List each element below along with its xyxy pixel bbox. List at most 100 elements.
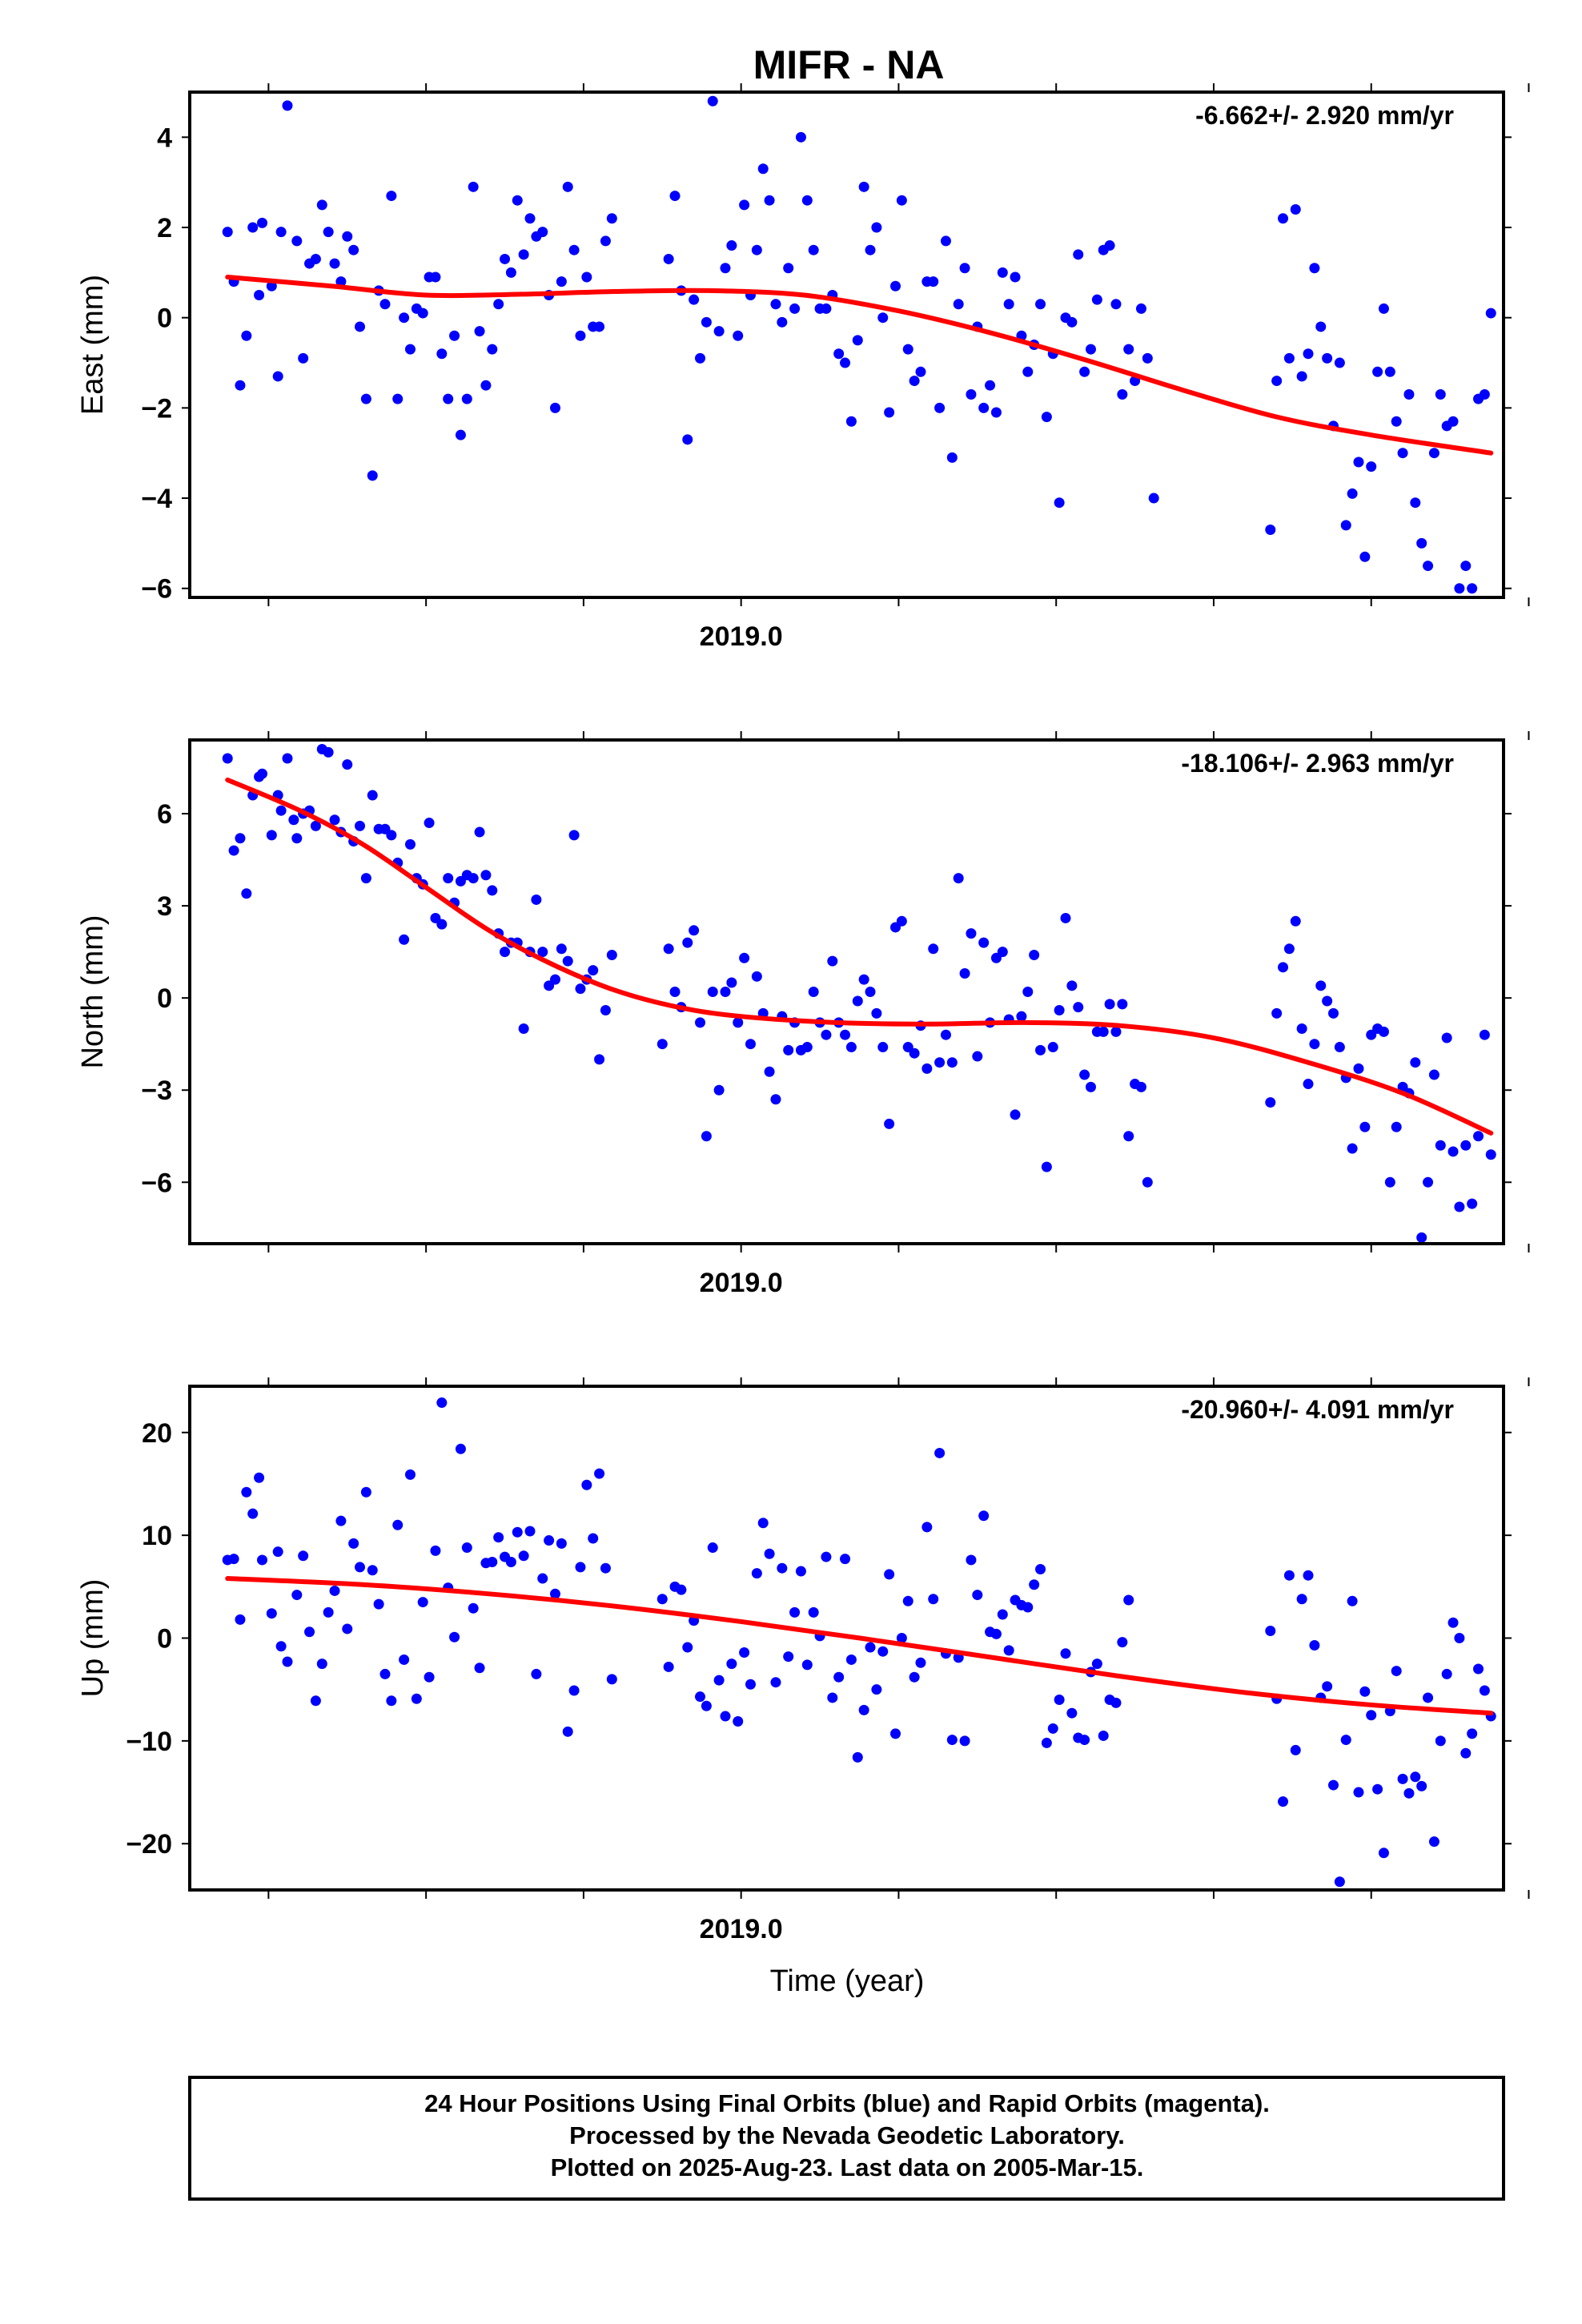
data-point — [865, 244, 876, 255]
data-point — [959, 1735, 970, 1747]
data-point — [840, 1029, 851, 1040]
data-point — [1378, 1848, 1389, 1859]
data-point — [808, 244, 819, 255]
data-point — [713, 1084, 725, 1096]
data-point — [310, 820, 321, 831]
data-point — [323, 227, 334, 238]
data-point — [399, 934, 410, 945]
data-point — [1435, 1140, 1446, 1151]
data-point — [531, 894, 542, 905]
data-point — [537, 227, 548, 238]
data-point — [695, 1691, 706, 1703]
data-point — [411, 1693, 422, 1704]
data-point — [1117, 1637, 1128, 1648]
data-point — [247, 222, 259, 233]
data-point — [360, 393, 371, 404]
data-point — [241, 1486, 252, 1498]
data-point — [1340, 520, 1351, 531]
data-point — [1091, 1659, 1102, 1670]
data-layer — [222, 95, 1496, 594]
data-point — [1079, 1735, 1090, 1746]
data-point — [1467, 583, 1478, 594]
data-point — [1278, 962, 1289, 973]
data-point — [600, 1005, 611, 1016]
data-point — [1085, 344, 1096, 355]
data-point — [1485, 308, 1496, 319]
data-point — [386, 191, 397, 202]
data-point — [1265, 524, 1276, 535]
data-point — [1135, 303, 1146, 314]
data-point — [978, 937, 990, 948]
data-point — [487, 344, 498, 355]
data-point — [1315, 980, 1327, 991]
footer-line-3: Plotted on 2025-Aug-23. Last data on 200… — [551, 2153, 1144, 2181]
data-point — [430, 271, 441, 283]
data-point — [990, 407, 1002, 418]
data-point — [342, 231, 353, 242]
data-point — [1022, 1602, 1034, 1613]
data-point — [329, 1585, 340, 1596]
data-point — [1397, 448, 1408, 459]
data-point — [600, 235, 611, 247]
data-point — [1110, 1026, 1122, 1037]
data-point — [549, 974, 560, 985]
data-point — [877, 312, 889, 324]
panel-east: 4 2 0 −2 −4 −6 2019.0 East (mm) -6.662+/- 2.920 … — [76, 83, 1530, 652]
data-point — [568, 1685, 580, 1696]
data-point — [1340, 1735, 1351, 1746]
data-point — [1098, 1026, 1109, 1037]
data-point — [348, 244, 359, 255]
data-point — [1073, 1002, 1084, 1013]
data-point — [1104, 240, 1115, 251]
data-point — [1016, 1011, 1027, 1022]
data-point — [1322, 1681, 1333, 1692]
data-point — [474, 326, 485, 337]
data-point — [1447, 1617, 1459, 1628]
data-point — [871, 1684, 882, 1695]
data-point — [795, 131, 806, 143]
data-point — [1271, 376, 1283, 387]
plot-title: MIFR - NA — [753, 42, 945, 87]
data-point — [1384, 1176, 1395, 1188]
data-point — [1473, 1131, 1484, 1142]
data-point — [1322, 995, 1333, 1007]
trend-fit-line — [225, 1576, 1494, 1716]
data-point — [663, 253, 674, 264]
y-tick-label: −3 — [141, 1076, 172, 1106]
data-point — [379, 1668, 391, 1679]
data-point — [877, 1042, 889, 1053]
data-point — [739, 199, 750, 211]
data-point — [392, 393, 404, 404]
data-point — [966, 388, 977, 400]
data-point — [316, 199, 327, 211]
data-point — [656, 1594, 668, 1605]
data-point — [877, 1646, 889, 1657]
data-point — [379, 299, 391, 310]
data-point — [1428, 1836, 1439, 1848]
data-point — [1435, 388, 1446, 400]
data-point — [997, 1609, 1008, 1620]
data-point — [764, 1066, 775, 1077]
data-point — [845, 1654, 857, 1665]
data-point — [833, 1671, 845, 1683]
data-point — [1085, 1081, 1096, 1092]
data-point — [909, 1671, 920, 1683]
data-point — [795, 1566, 806, 1577]
data-point — [257, 217, 268, 228]
data-point — [1423, 1692, 1434, 1703]
data-point — [360, 1486, 371, 1498]
data-point — [1347, 1143, 1358, 1154]
data-point — [1041, 1737, 1052, 1748]
data-point — [480, 870, 492, 881]
data-point — [1041, 412, 1052, 423]
data-point — [594, 321, 605, 332]
data-point — [858, 181, 869, 192]
data-point — [1290, 915, 1301, 927]
data-point — [1054, 1005, 1065, 1016]
data-point — [858, 1704, 869, 1715]
panel-north: 6 3 0 −3 −6 2019.0 North (mm) -18.106+/- 2.963 … — [76, 731, 1530, 1298]
data-point — [682, 1642, 693, 1653]
data-point — [1022, 366, 1034, 377]
plot-frame — [188, 1385, 1505, 1892]
data-point — [845, 416, 857, 427]
